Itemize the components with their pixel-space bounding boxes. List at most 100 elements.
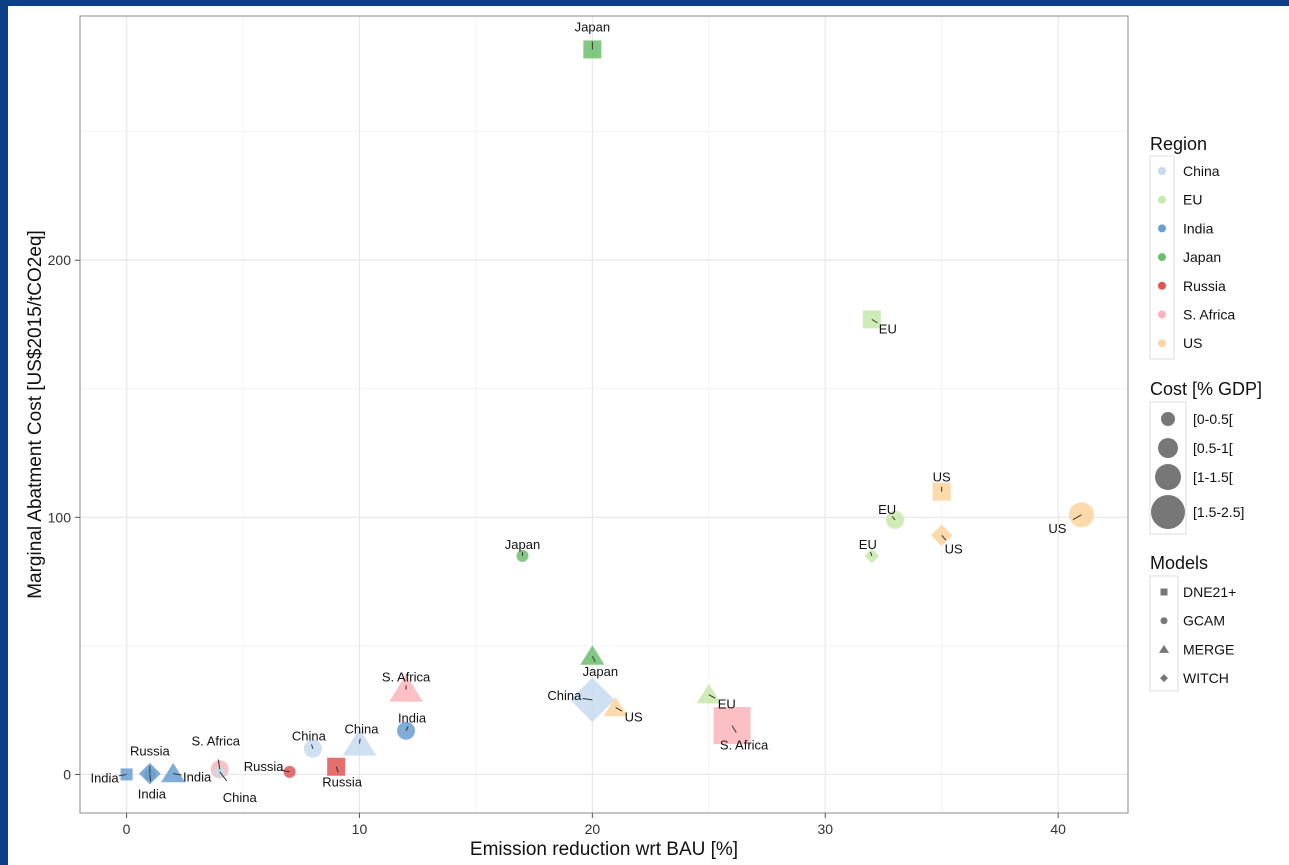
label-leader [615, 707, 623, 712]
legend-region-swatch [1158, 195, 1166, 204]
legend-model-swatch [1160, 674, 1168, 683]
legend-region-label: US [1183, 335, 1202, 351]
label-leader [708, 694, 716, 699]
point-label: US [933, 470, 951, 485]
legend-region-swatch [1158, 281, 1166, 290]
label-leader [871, 318, 878, 324]
legend-models-title: Models [1150, 553, 1208, 573]
point-label: Russia [244, 759, 285, 774]
data-point [161, 762, 186, 783]
label-leader [118, 773, 127, 777]
point-label: China [223, 790, 258, 805]
legend-cost-swatch [1155, 464, 1181, 490]
legend-cost-swatch [1151, 495, 1185, 529]
y-tick-label: 100 [48, 509, 72, 525]
x-tick-label: 30 [817, 821, 833, 837]
legend-region-swatch [1158, 167, 1166, 175]
chart-panel [8, 6, 1289, 865]
legend-model-label: WITCH [1183, 670, 1229, 686]
legend-model-label: DNE21+ [1183, 584, 1236, 600]
point-label: India [183, 770, 212, 785]
legend-region-swatch [1158, 224, 1166, 233]
legend-cost-label: [1-1.5[ [1193, 469, 1233, 485]
point-label: EU [859, 537, 877, 552]
legend-region-label: EU [1183, 192, 1202, 208]
label-leader [335, 766, 339, 773]
y-tick-label: 0 [63, 766, 71, 782]
label-leader [941, 535, 947, 541]
legend-region-label: Russia [1183, 278, 1226, 294]
legend-cost-label: [0.5-1[ [1193, 440, 1233, 456]
point-label: S. Africa [192, 733, 241, 748]
legend-region-label: India [1183, 220, 1214, 236]
x-tick-label: 10 [352, 821, 368, 837]
point-label: Japan [505, 537, 540, 552]
point-label: India [90, 770, 119, 785]
point-label: US [625, 710, 643, 725]
label-leader [591, 655, 596, 662]
label-leader [219, 771, 228, 782]
x-axis-ticks: 0 10 20 30 40 [123, 813, 1066, 837]
x-tick-label: 40 [1050, 821, 1066, 837]
x-tick-label: 0 [123, 821, 131, 837]
point-label: S. Africa [382, 670, 431, 685]
point-label: Russia [322, 775, 363, 790]
data-point [570, 677, 615, 723]
label-leader [582, 697, 593, 701]
point-label: Japan [583, 664, 618, 679]
y-axis-title: Marginal Abatment Cost [US$2015/tCO2eq] [25, 230, 46, 599]
point-label: EU [879, 321, 897, 336]
label-leader [217, 759, 221, 770]
y-tick-label: 200 [48, 252, 72, 268]
legend-region-label: Japan [1183, 249, 1221, 265]
data-point [580, 645, 605, 665]
legend-model-swatch [1160, 617, 1168, 625]
point-label: Japan [575, 19, 610, 34]
label-leader [1072, 514, 1082, 521]
x-tick-label: 20 [585, 821, 601, 837]
label-leader [358, 738, 361, 744]
point-label: China [292, 729, 327, 744]
point-label: China [344, 722, 379, 737]
legend-cost-label: [1.5-2.5] [1193, 504, 1244, 520]
legend-region-swatch [1158, 339, 1166, 348]
legend-region-label: China [1183, 163, 1220, 179]
legend-region-title: Region [1150, 134, 1207, 154]
legend-model-swatch [1160, 588, 1168, 596]
label-leader [891, 516, 896, 521]
point-label: EU [878, 502, 896, 517]
x-axis-title: Emission reduction wrt BAU [%] [470, 839, 738, 860]
point-label: US [945, 541, 963, 556]
legend: Region China EU India Japan Russia S. Africa U… [1149, 134, 1262, 692]
label-leader [311, 744, 314, 749]
point-label: China [547, 688, 582, 703]
label-leader [405, 726, 409, 731]
point-label: India [138, 786, 167, 801]
data-point [930, 524, 953, 547]
legend-region-swatch [1158, 310, 1166, 319]
label-leader [173, 773, 182, 776]
legend-models-items: DNE21+ GCAM MERGE WITCH [1149, 575, 1236, 692]
point-label: S. Africa [720, 738, 769, 753]
label-leader [149, 774, 152, 782]
plot-border [79, 15, 1129, 814]
legend-cost-title: Cost [% GDP] [1150, 379, 1262, 399]
legend-cost-label: [0-0.5[ [1193, 411, 1233, 427]
legend-cost-swatch [1158, 438, 1178, 458]
legend-region-items: China EU India Japan Russia S. Africa US [1149, 155, 1235, 360]
legend-cost-items: [0-0.5[ [0.5-1[ [1-1.5[ [1.5-2.5] [1149, 401, 1244, 535]
legend-region-swatch [1158, 253, 1166, 262]
label-leader [280, 769, 290, 773]
point-label: US [1048, 521, 1066, 536]
label-leader [731, 725, 737, 733]
legend-region-label: S. Africa [1183, 307, 1235, 323]
legend-model-label: MERGE [1183, 641, 1234, 657]
y-axis-ticks: 0 100 200 [48, 252, 80, 782]
point-label: Russia [130, 744, 171, 759]
label-leader [869, 551, 873, 557]
legend-cost-swatch [1161, 412, 1175, 426]
point-label: EU [718, 697, 736, 712]
